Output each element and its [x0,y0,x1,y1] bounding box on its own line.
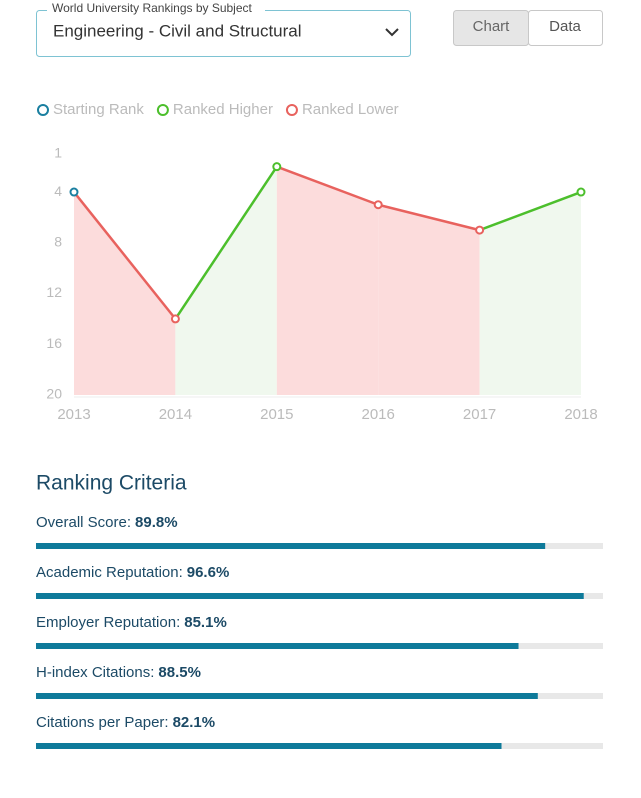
bar [36,543,546,549]
legend-marker [285,104,298,116]
select-arrow[interactable] [385,28,399,37]
criteria-title: Ranking Criteria [36,472,187,495]
x-tick-label: 2013 [57,406,90,423]
line-segment [377,203,480,232]
criteria-value: 88.5% [158,664,201,681]
y-tick-label: 12 [46,284,62,300]
x-tick-label: 2018 [564,406,597,423]
criteria-value: 96.6% [187,564,230,581]
area [479,192,581,395]
y-tick-label: 1 [54,145,62,161]
criteria-label: Overall Score: [36,514,131,531]
select-label: World University Rankings by Subject [52,1,253,15]
criteria-value: 85.1% [184,614,227,631]
y-tick-label: 8 [54,233,62,249]
line-segment [276,165,379,206]
line-segment [73,191,177,320]
criteria-label: Employer Reputation: [36,614,180,631]
criteria-label: Citations per Paper: [36,714,169,731]
legend-label: Ranked Higher [173,101,273,118]
point [69,187,79,197]
bar [36,593,584,599]
x-tick-label: 2017 [463,406,496,423]
legend-label: Ranked Lower [302,101,399,118]
area [276,166,379,395]
select-value[interactable]: Engineering - Civil and Structural [53,21,302,40]
point [373,200,383,210]
y-tick-label: 4 [54,183,62,199]
bar [36,693,538,699]
legend-label: Starting Rank [53,101,144,118]
x-tick-label: 2015 [260,406,293,423]
criteria-value: 89.8% [135,514,178,531]
criteria-label: H-index Citations: [36,664,154,681]
y-tick-label: 16 [46,335,62,351]
tab-data[interactable] [528,10,603,46]
point [576,187,586,197]
point [170,314,180,324]
tab-label[interactable]: Data [549,18,581,35]
line-segment [479,190,582,232]
bar [36,643,519,649]
area [378,204,480,395]
tab-label[interactable]: Chart [473,18,511,35]
area [74,192,176,395]
y-tick-label: 20 [46,386,62,402]
criteria-label: Academic Reputation: [36,564,183,581]
select-label-bg [47,2,265,16]
line-segment [174,165,278,320]
legend-marker [37,104,49,116]
x-tick-label: 2014 [159,406,192,423]
x-tick-label: 2016 [362,406,395,423]
legend-marker [156,104,169,116]
criteria-value: 82.1% [173,714,216,731]
point [272,162,282,172]
bar [36,743,502,749]
point [475,225,485,235]
area [175,166,277,395]
